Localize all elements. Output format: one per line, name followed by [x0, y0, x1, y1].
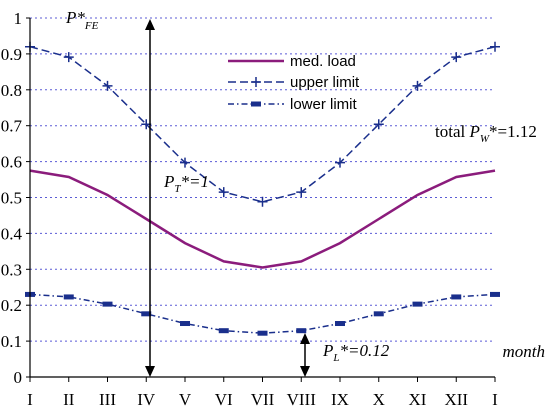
- point-upper-limit: [63, 52, 74, 63]
- x-tick-label: VII: [251, 390, 275, 408]
- point-upper-limit: [335, 157, 345, 168]
- point-lower-limit: [335, 321, 345, 327]
- arrow-head-up-icon: [145, 19, 155, 30]
- point-upper-limit: [257, 196, 268, 207]
- legend-item-upper-limit: upper limit: [228, 74, 360, 91]
- legend-item-lower-limit: lower limit: [228, 96, 358, 113]
- point-upper-limit: [296, 187, 307, 198]
- x-tick-label: IV: [137, 390, 156, 408]
- legend: med. load upper limit lower limit: [228, 53, 360, 113]
- point-upper-limit: [451, 52, 462, 63]
- point-lower-limit: [490, 291, 500, 297]
- arrow-head-down-icon: [145, 366, 155, 377]
- pl-arrow: [300, 333, 310, 377]
- y-tick-label: 0.2: [1, 296, 22, 315]
- x-tick-label: V: [179, 390, 192, 408]
- legend-label-upper-limit: upper limit: [290, 74, 360, 91]
- point-lower-limit: [102, 301, 113, 307]
- y-tick-label: 0: [14, 368, 23, 387]
- y-tick-label: 0.3: [1, 260, 22, 279]
- legend-label-lower-limit: lower limit: [290, 96, 358, 113]
- point-upper-limit: [412, 80, 423, 91]
- legend-item-med-load: med. load: [228, 53, 356, 70]
- series-line-upper-limit: [29, 45, 496, 203]
- legend-marker-lower-limit: [251, 101, 261, 107]
- arrow-head-down-icon: [300, 366, 310, 377]
- point-upper-limit: [490, 41, 500, 52]
- pl-annotation: PL*=0.12: [322, 341, 390, 364]
- x-tick-label: VIII: [287, 390, 317, 408]
- y-tick-label: 0.5: [1, 189, 22, 208]
- point-lower-limit: [141, 311, 152, 317]
- pt-arrow: [145, 19, 155, 377]
- point-lower-limit: [63, 294, 74, 300]
- y-tick-label: 1: [14, 9, 23, 28]
- y-axis-label: P*FE: [65, 8, 99, 32]
- point-lower-limit: [180, 321, 190, 327]
- x-tick-label: III: [99, 390, 116, 408]
- x-tick-label: I: [492, 390, 498, 408]
- y-tick-label: 0.1: [1, 332, 22, 351]
- point-lower-limit: [257, 330, 268, 336]
- pt-annotation: PT*=1: [163, 172, 209, 195]
- point-lower-limit: [373, 311, 384, 317]
- point-lower-limit: [412, 301, 423, 307]
- point-upper-limit: [180, 157, 190, 168]
- grid: [30, 17, 495, 342]
- x-tick-label: II: [63, 390, 75, 408]
- legend-label-med-load: med. load: [290, 53, 356, 70]
- series-layer: [25, 41, 500, 336]
- x-tick-label: VI: [215, 390, 233, 408]
- point-lower-limit: [451, 294, 462, 300]
- x-tick-label: I: [27, 390, 33, 408]
- y-tick-label: 0.9: [1, 45, 22, 64]
- series-line-lower-limit: [29, 293, 496, 334]
- y-tick-label: 0.7: [1, 117, 23, 136]
- x-tick-label: XI: [409, 390, 427, 408]
- y-tick-label: 0.4: [1, 224, 23, 243]
- x-tick-label: IX: [331, 390, 349, 408]
- legend-marker-upper-limit: [251, 77, 261, 87]
- x-tick-label: XII: [444, 390, 468, 408]
- arrow-head-up-icon: [300, 333, 310, 344]
- axes: [26, 17, 496, 382]
- series-line-med-load: [29, 169, 496, 269]
- pw-annotation: total PW*=1.12: [435, 122, 537, 145]
- point-upper-limit: [102, 80, 113, 91]
- point-upper-limit: [373, 119, 384, 130]
- y-tick-label: 0.6: [1, 153, 22, 172]
- x-tick-label: X: [373, 390, 385, 408]
- point-lower-limit: [218, 328, 229, 334]
- point-upper-limit: [218, 187, 229, 198]
- y-tick-label: 0.8: [1, 81, 22, 100]
- point-lower-limit: [296, 328, 307, 334]
- tick-labels: 00.10.20.30.40.50.60.70.80.91I II III IV V VI…: [1, 9, 498, 408]
- x-axis-label: month: [503, 342, 546, 361]
